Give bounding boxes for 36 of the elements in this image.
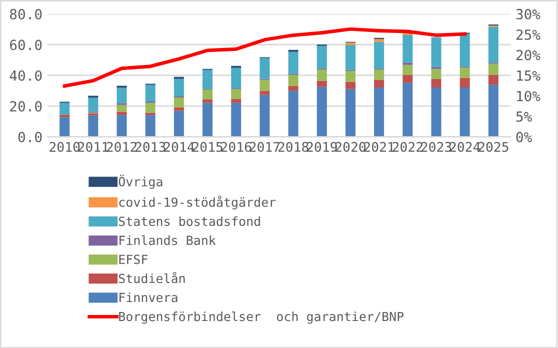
- x-tick-label: 2023: [421, 142, 452, 152]
- y2-tick-label: 20%: [516, 50, 540, 60]
- x-tick-label: 2020: [336, 142, 366, 152]
- x-tick-label: 2017: [250, 142, 280, 152]
- x-tick-label: 2018: [278, 142, 308, 152]
- x-tick-label: 2025: [478, 142, 508, 152]
- x-tick-label: 2019: [306, 142, 337, 152]
- x-tick-label: 2012: [106, 142, 137, 152]
- y-tick-label: 80.0: [10, 8, 42, 20]
- y-tick-label: 20.0: [10, 101, 42, 112]
- x-tick-label: 2014: [164, 142, 194, 152]
- legend-label: Övriga: [118, 174, 162, 189]
- x-tick-label: 2013: [135, 142, 166, 152]
- y2-tick-label: 5%: [516, 111, 532, 122]
- y2-tick-label: 25%: [516, 29, 540, 40]
- legend-label: Borgensförbindelser och garantier/BNP: [119, 311, 404, 324]
- x-tick-label: 2016: [221, 142, 252, 152]
- legend-label: Statens bostadsfond: [118, 216, 260, 226]
- x-tick-label: 2024: [450, 142, 480, 152]
- x-tick-label: 2021: [364, 142, 394, 152]
- y-tick-label: 0.0: [18, 132, 42, 142]
- y-tick-label: 40.0: [10, 70, 42, 81]
- x-tick-label: 2011: [78, 142, 108, 152]
- y2-tick-label: 0%: [516, 132, 532, 142]
- x-tick-label: 2015: [192, 142, 222, 152]
- legend-label: covid-19-stödåtgärder: [119, 196, 276, 210]
- y2-tick-label: 10%: [517, 90, 540, 102]
- x-tick-label: 2022: [392, 142, 422, 152]
- y2-tick-label: 15%: [517, 70, 540, 81]
- legend-label: EFSF: [119, 254, 148, 264]
- x-tick-label: 2010: [50, 142, 80, 152]
- legend-label: Finnvera: [120, 292, 178, 302]
- y2-tick-label: 30%: [516, 8, 540, 20]
- legend-label: Studielån: [118, 272, 185, 284]
- y-tick-label: 60.0: [10, 40, 42, 50]
- legend-label: Finlands Bank: [120, 235, 216, 246]
